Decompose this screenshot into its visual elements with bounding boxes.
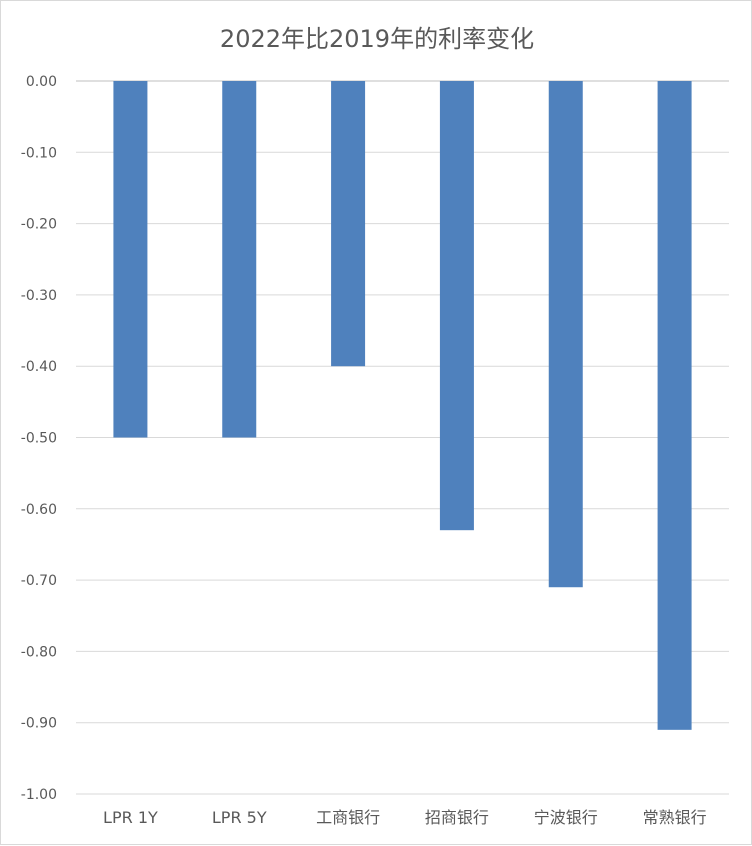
y-tick-label: 0.00 xyxy=(26,74,57,90)
gridlines xyxy=(76,80,729,795)
x-category-label: 招商银行 xyxy=(425,808,489,827)
x-axis-categories: LPR 1Y LPR 5Y 工商银行 招商银行 宁波银行 常熟银行 xyxy=(103,808,707,827)
bar xyxy=(331,81,366,367)
x-category-label: 常熟银行 xyxy=(643,808,707,827)
bar xyxy=(548,81,583,588)
x-category-label: LPR 5Y xyxy=(212,808,267,827)
bar xyxy=(222,81,257,438)
x-category-label: 宁波银行 xyxy=(534,808,598,827)
y-tick-label: -0.60 xyxy=(21,502,57,518)
y-tick-label: -0.80 xyxy=(21,644,57,660)
bars xyxy=(113,81,692,730)
y-tick-label: -1.00 xyxy=(21,787,57,803)
y-tick-label: -0.40 xyxy=(21,359,57,375)
y-tick-label: -0.90 xyxy=(21,716,57,732)
bar xyxy=(657,81,692,730)
bar xyxy=(439,81,474,531)
y-tick-label: -0.10 xyxy=(21,145,57,161)
y-axis-ticks: 0.00 -0.10 -0.20 -0.30 -0.40 -0.50 -0.60 -0.70 -… xyxy=(21,74,57,803)
y-tick-label: -0.20 xyxy=(21,217,57,233)
y-tick-label: -0.70 xyxy=(21,573,57,589)
bar xyxy=(113,81,148,438)
x-category-label: 工商银行 xyxy=(316,808,380,827)
y-tick-label: -0.50 xyxy=(21,431,57,447)
x-category-label: LPR 1Y xyxy=(103,808,158,827)
y-tick-label: -0.30 xyxy=(21,288,57,304)
chart-title: 2022年比2019年的利率变化 xyxy=(219,25,535,53)
